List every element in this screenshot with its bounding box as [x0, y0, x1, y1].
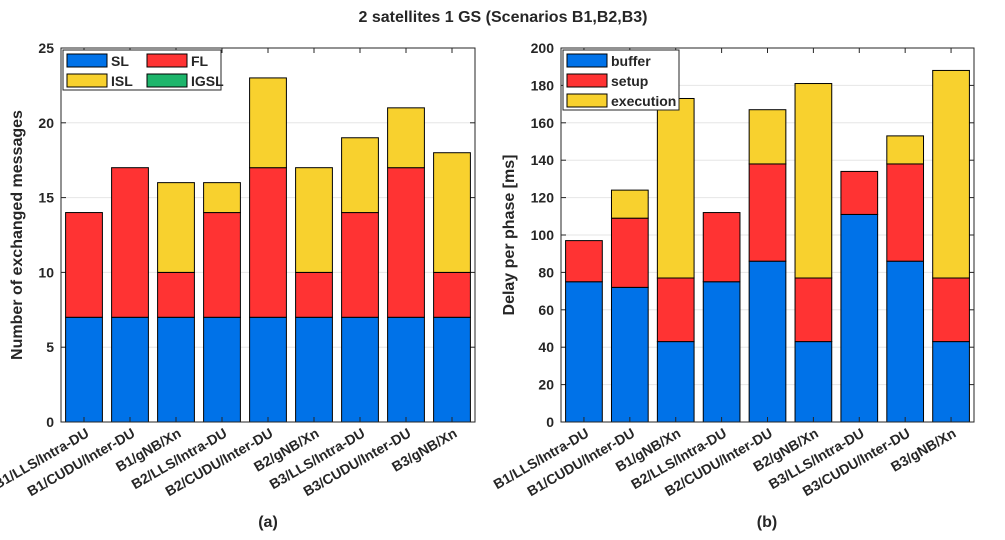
y-tick-label: 15 [38, 190, 54, 206]
legend-swatch-sl [66, 53, 108, 68]
legend-label-setup: setup [611, 73, 648, 89]
bar-isl-2 [157, 182, 195, 273]
bar-isl-7 [387, 107, 425, 169]
figure-title: 2 satellites 1 GS (Scenarios B1,B2,B3) [358, 9, 647, 26]
bar-isl-6 [341, 137, 379, 214]
bar-isl-5 [295, 167, 333, 273]
bar-sl-0 [65, 316, 103, 423]
legend-swatch-fl [146, 53, 188, 68]
bar-execution-2 [656, 97, 695, 279]
bar-isl-3 [203, 182, 241, 214]
y-axis-label: Delay per phase [ms] [501, 155, 518, 316]
y-tick-label: 5 [46, 339, 54, 355]
bar-setup-8 [932, 277, 970, 343]
bar-setup-4 [748, 163, 787, 262]
bar-buffer-3 [702, 281, 741, 423]
legend-label-isl: ISL [111, 73, 133, 89]
legend-swatch-igsl [146, 73, 188, 88]
y-tick-label: 0 [546, 414, 554, 430]
bar-fl-6 [341, 212, 379, 318]
bar-setup-5 [794, 277, 833, 343]
bar-fl-1 [111, 167, 149, 318]
bar-buffer-5 [794, 341, 833, 423]
bar-fl-4 [249, 167, 287, 318]
bar-sl-6 [341, 316, 379, 423]
legend-label-execution: execution [611, 93, 676, 109]
legend-label-igsl: IGSL [191, 73, 224, 89]
bar-fl-5 [295, 271, 333, 318]
bar-buffer-1 [610, 286, 649, 423]
bar-execution-5 [794, 83, 833, 279]
bar-buffer-0 [565, 281, 603, 423]
y-tick-label: 100 [531, 227, 555, 243]
bar-fl-0 [65, 212, 103, 318]
legend-label-fl: FL [191, 53, 209, 69]
y-tick-label: 25 [38, 40, 54, 56]
bar-buffer-8 [932, 341, 970, 423]
y-tick-label: 200 [531, 40, 555, 56]
panel-caption: (a) [258, 514, 278, 531]
bar-sl-1 [111, 316, 149, 423]
chart-panel-b: 020406080100120140160180200B1/LLS/Intra-… [490, 40, 975, 531]
bar-setup-0 [565, 240, 603, 283]
bar-fl-3 [203, 212, 241, 318]
axes-box [60, 47, 476, 423]
bar-setup-1 [610, 217, 649, 288]
legend-swatch-isl [66, 73, 108, 88]
bar-buffer-4 [748, 260, 787, 423]
bar-setup-7 [886, 163, 925, 262]
y-tick-label: 20 [538, 377, 554, 393]
legend: SL FL ISL IGSL [62, 49, 224, 91]
bar-fl-7 [387, 167, 425, 318]
bar-buffer-2 [656, 341, 695, 423]
y-tick-label: 140 [531, 152, 555, 168]
bar-execution-4 [748, 109, 787, 165]
y-tick-label: 40 [538, 339, 554, 355]
bar-execution-8 [932, 69, 970, 279]
bar-sl-7 [387, 316, 425, 423]
bar-isl-8 [433, 152, 471, 273]
y-tick-label: 160 [531, 115, 555, 131]
bar-buffer-7 [886, 260, 925, 423]
bar-sl-2 [157, 316, 195, 423]
chart-panel-a: 0510152025B1/LLS/Intra-DUB1/CUDU/Inter-D… [0, 40, 476, 531]
bar-fl-2 [157, 271, 195, 318]
bar-sl-8 [433, 316, 471, 423]
y-axis-label: Number of exchanged messages [9, 110, 26, 360]
bar-fl-8 [433, 271, 471, 318]
bar-sl-5 [295, 316, 333, 423]
legend-label-buffer: buffer [611, 53, 651, 69]
bar-execution-1 [610, 189, 649, 219]
y-tick-label: 0 [46, 414, 54, 430]
legend-swatch-buffer [566, 53, 608, 68]
y-tick-label: 180 [531, 77, 555, 93]
panel-caption: (b) [757, 514, 777, 531]
legend-swatch-execution [566, 93, 608, 108]
legend: buffer setup execution [562, 49, 680, 111]
y-tick-label: 80 [538, 264, 554, 280]
bar-setup-2 [656, 277, 695, 343]
legend-label-sl: SL [111, 53, 129, 69]
y-tick-label: 10 [38, 264, 54, 280]
y-tick-label: 120 [531, 190, 555, 206]
bar-isl-4 [249, 77, 287, 169]
bar-setup-3 [702, 212, 741, 283]
y-tick-label: 60 [538, 302, 554, 318]
bar-sl-3 [203, 316, 241, 423]
legend-swatch-setup [566, 73, 608, 88]
bar-execution-7 [886, 135, 925, 165]
y-tick-label: 20 [38, 115, 54, 131]
bar-setup-6 [840, 170, 879, 215]
bar-buffer-6 [840, 213, 879, 423]
bar-sl-4 [249, 316, 287, 423]
axes-box [560, 47, 975, 423]
